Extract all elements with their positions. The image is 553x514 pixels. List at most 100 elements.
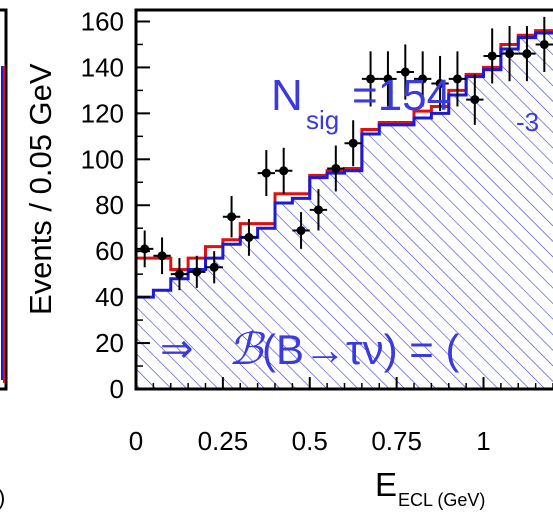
data-point xyxy=(535,16,553,73)
x-tick-label: 0 xyxy=(129,426,143,456)
data-point xyxy=(170,258,189,291)
nsig-value: =154 xyxy=(352,71,451,120)
axes: 0 0.25 0.5 0.75 1 0 20 40 60 80 100 120 140 160 xyxy=(81,6,553,456)
y-tick-label: 120 xyxy=(81,98,124,128)
background-bin xyxy=(535,32,553,389)
data-point-marker xyxy=(435,79,445,89)
y-tick-label: 20 xyxy=(95,328,124,358)
arrow-symbol: ⇒ xyxy=(160,327,194,371)
y-tick-label: 0 xyxy=(110,374,124,404)
x-axis-label-main: E xyxy=(375,466,397,503)
y-tick-label: 100 xyxy=(81,144,124,174)
background-bin xyxy=(292,198,310,389)
plot-frame xyxy=(134,8,553,391)
data-point-marker xyxy=(209,262,219,272)
data-point-marker xyxy=(279,166,289,176)
data-point xyxy=(309,189,328,231)
y-tick-label: 40 xyxy=(95,282,124,312)
data-point-marker xyxy=(296,226,306,236)
data-point-marker xyxy=(418,74,428,84)
data-point-marker xyxy=(244,232,254,242)
data-point-marker xyxy=(470,95,480,105)
background-bin xyxy=(414,117,432,389)
data-point xyxy=(327,145,345,192)
x-tick-label: 0.25 xyxy=(198,426,249,456)
background-bin xyxy=(448,94,467,389)
background-bin xyxy=(466,76,484,389)
data-point-marker xyxy=(192,267,202,277)
background-bin xyxy=(240,237,258,389)
background-bin xyxy=(379,124,397,389)
data-point xyxy=(466,74,484,125)
data-point-marker xyxy=(174,269,184,279)
data-point-marker xyxy=(400,67,410,77)
data-point xyxy=(344,120,362,167)
x-axis-label: E ECL (GeV) xyxy=(375,466,485,510)
data-point-marker xyxy=(383,74,393,84)
nsig-subscript: sig xyxy=(306,105,339,135)
data-point xyxy=(153,237,171,275)
x-axis-label-sub: ECL (GeV) xyxy=(398,490,485,510)
background-bin xyxy=(396,124,414,389)
left-panel-frame xyxy=(0,8,8,391)
background-bin xyxy=(257,228,275,389)
background-histogram xyxy=(136,31,553,299)
background-bin xyxy=(153,290,171,389)
data-point-marker xyxy=(505,49,515,59)
data-point xyxy=(379,51,397,107)
data-point xyxy=(136,230,154,268)
background-bin xyxy=(205,258,223,389)
data-point-marker xyxy=(348,138,358,148)
data-point xyxy=(257,150,275,197)
data-point xyxy=(292,212,310,249)
x-tick-label: 1 xyxy=(476,426,490,456)
data-point-marker xyxy=(452,74,462,84)
data-point xyxy=(222,196,241,238)
left-panel-xlabel-fragment: ) xyxy=(0,485,5,510)
data-point-marker xyxy=(227,212,237,222)
nsig-label: N xyxy=(271,71,303,120)
y-tick-label: 80 xyxy=(95,190,124,220)
data-point xyxy=(448,51,467,107)
background-bin xyxy=(518,37,536,389)
data-point xyxy=(431,55,449,112)
data-point-marker xyxy=(539,39,549,49)
background-bin xyxy=(361,134,380,389)
background-bin xyxy=(431,113,449,389)
data-point-marker xyxy=(522,49,532,59)
data-point xyxy=(414,51,432,107)
background-bin xyxy=(327,173,345,389)
y-tick-label: 60 xyxy=(95,236,124,266)
data-point xyxy=(483,28,501,84)
background-bin xyxy=(500,49,519,389)
x-tick-label: 0.75 xyxy=(371,426,422,456)
nsig-error: -3 xyxy=(516,107,539,137)
data-point xyxy=(361,51,380,107)
data-point-marker xyxy=(313,205,323,215)
background-bin xyxy=(188,269,206,389)
y-tick-label: 140 xyxy=(81,52,124,82)
branching-fraction-expression: (B→τν) = ( xyxy=(262,326,459,373)
data-point xyxy=(188,255,206,288)
data-point xyxy=(240,219,258,256)
background-bin xyxy=(222,244,241,389)
x-tick-label: 0.5 xyxy=(292,426,328,456)
data-point xyxy=(275,147,293,194)
data-point-marker xyxy=(487,51,497,61)
data-point-marker xyxy=(366,74,376,84)
background-bin xyxy=(483,69,501,389)
data-point xyxy=(518,26,536,82)
background-bin xyxy=(170,278,189,389)
left-panel-fragment: ) xyxy=(0,8,8,510)
data-point-marker xyxy=(157,251,167,261)
background-bin xyxy=(344,170,362,389)
background-bin xyxy=(309,177,328,389)
branching-fraction-symbol: ℬ xyxy=(228,325,266,374)
y-axis-label: Events / 0.05 GeV xyxy=(23,63,58,315)
y-tick-label: 160 xyxy=(81,6,124,36)
data-point xyxy=(500,26,519,82)
background-bin xyxy=(275,202,293,389)
data-point-marker xyxy=(261,168,271,178)
